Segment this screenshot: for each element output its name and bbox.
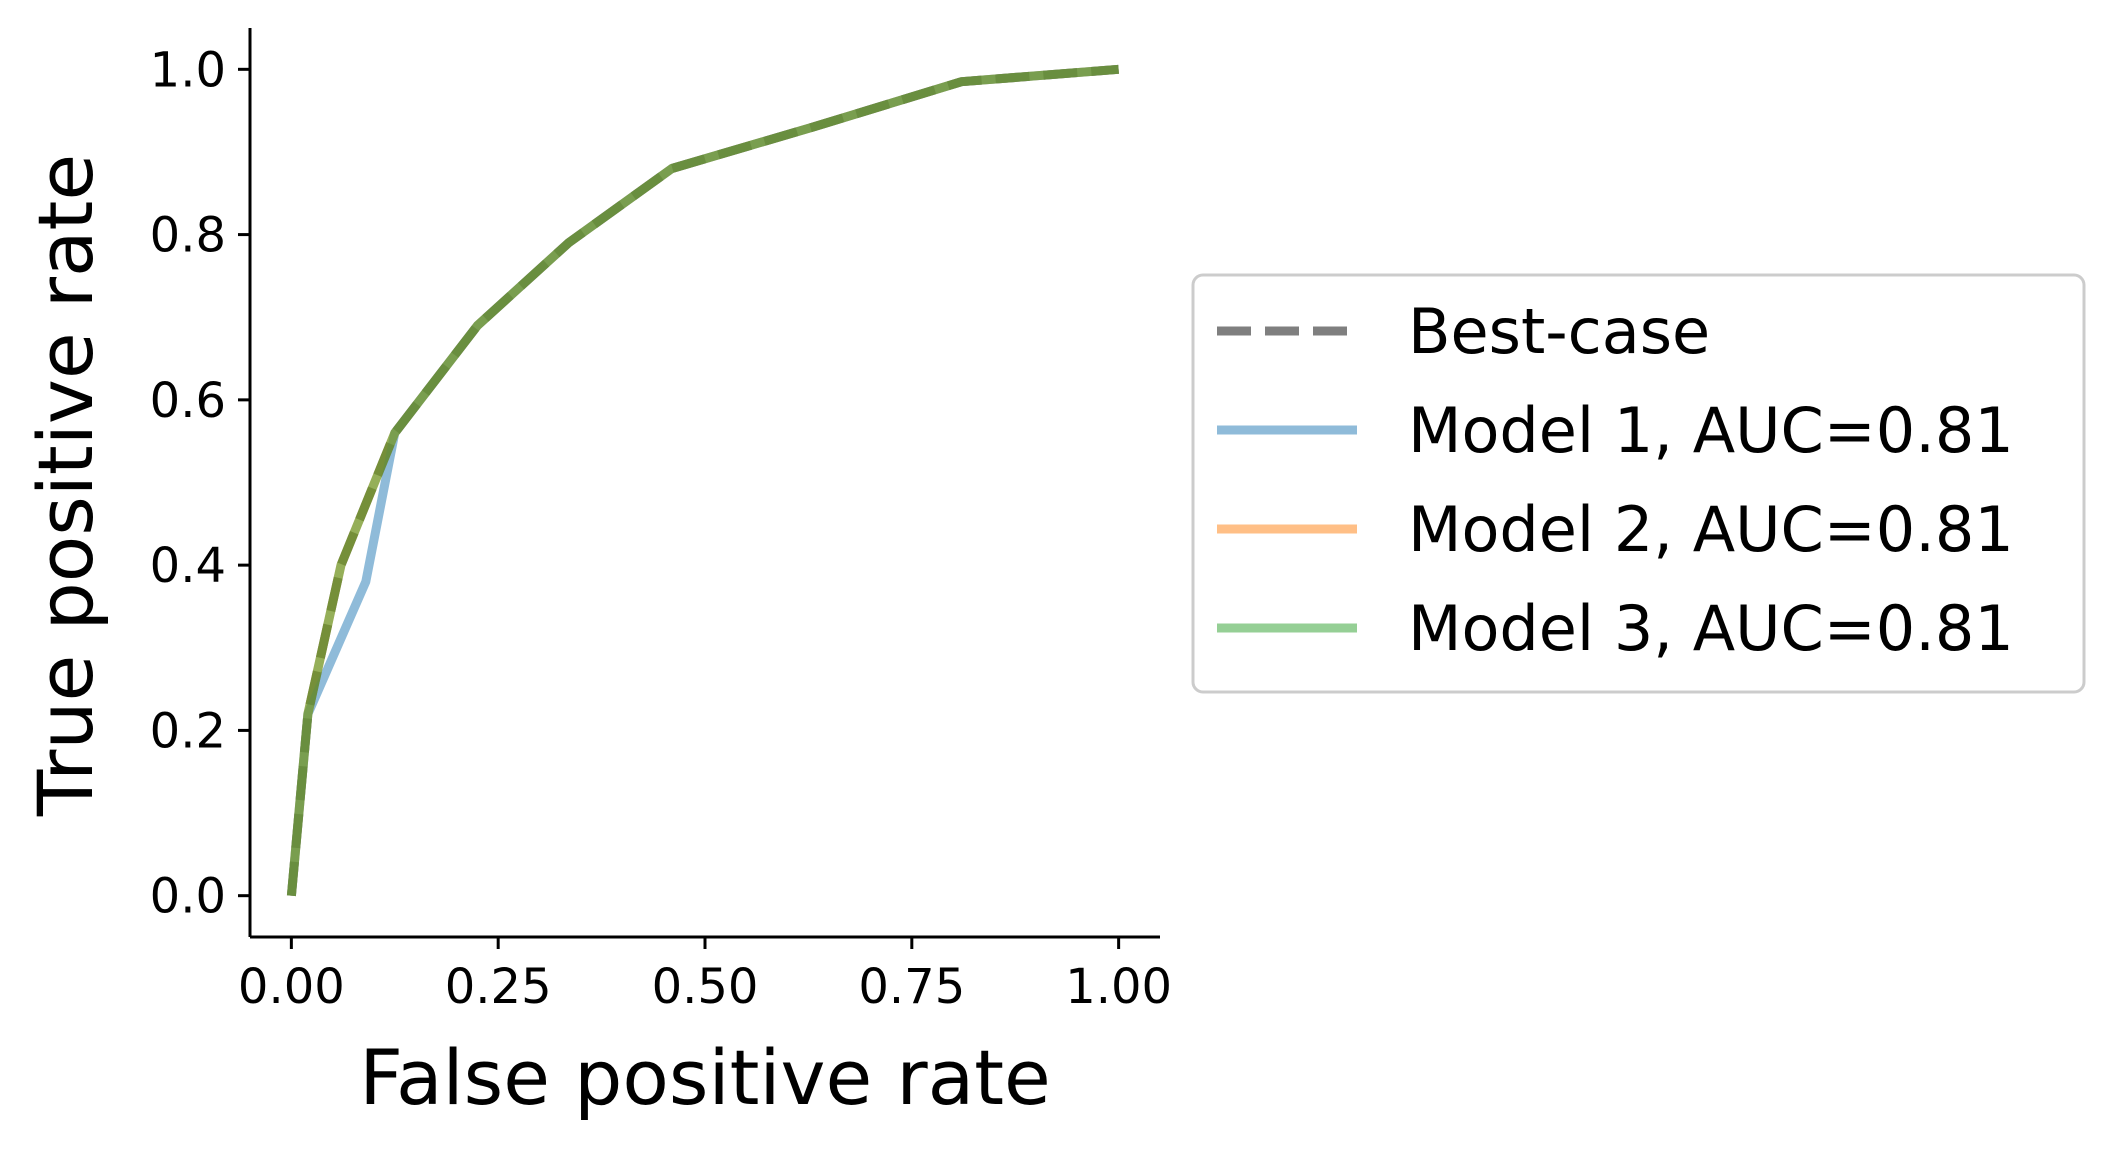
series-line-2: [286, 64, 1119, 897]
legend-label-4: Model 3, AUC=0.81: [1408, 592, 2014, 665]
y-tick-label: 0.6: [150, 373, 226, 429]
x-tick-label: 1.00: [1065, 959, 1172, 1015]
x-axis-label: False positive rate: [359, 1033, 1051, 1122]
y-tick-label: 0.0: [150, 869, 226, 925]
x-tick-label: 0.50: [652, 959, 759, 1015]
y-tick-label: 0.4: [150, 538, 226, 594]
series-line-4: [286, 64, 1119, 897]
y-tick-label: 1.0: [150, 42, 226, 98]
series-line-3: [286, 64, 1119, 897]
x-tick-label: 0.00: [238, 959, 345, 1015]
legend-label-2: Model 1, AUC=0.81: [1408, 394, 2014, 467]
legend-frame: [1191, 273, 2086, 694]
series-lines: [286, 64, 1119, 897]
x-tick-label: 0.25: [445, 959, 552, 1015]
ticks: 0.00 0.25 0.50 0.75 1.00 0.0 0.2 0.4 0.6 0.8 1.0: [150, 42, 1172, 1015]
y-tick-label: 0.8: [150, 208, 226, 264]
legend-label-3: Model 2, AUC=0.81: [1408, 493, 2014, 566]
legend-items: Best-case Model 1, AUC=0.81 Model 2, AUC=0…: [1217, 295, 2014, 665]
legend: Best-case Model 1, AUC=0.81 Model 2, AUC=0…: [1191, 273, 2086, 694]
y-axis-label: True positive rate: [21, 154, 110, 817]
series-line-1: [286, 64, 1119, 897]
x-tick-label: 0.75: [858, 959, 965, 1015]
legend-label-1: Best-case: [1408, 295, 1710, 368]
y-tick-label: 0.2: [150, 703, 226, 759]
